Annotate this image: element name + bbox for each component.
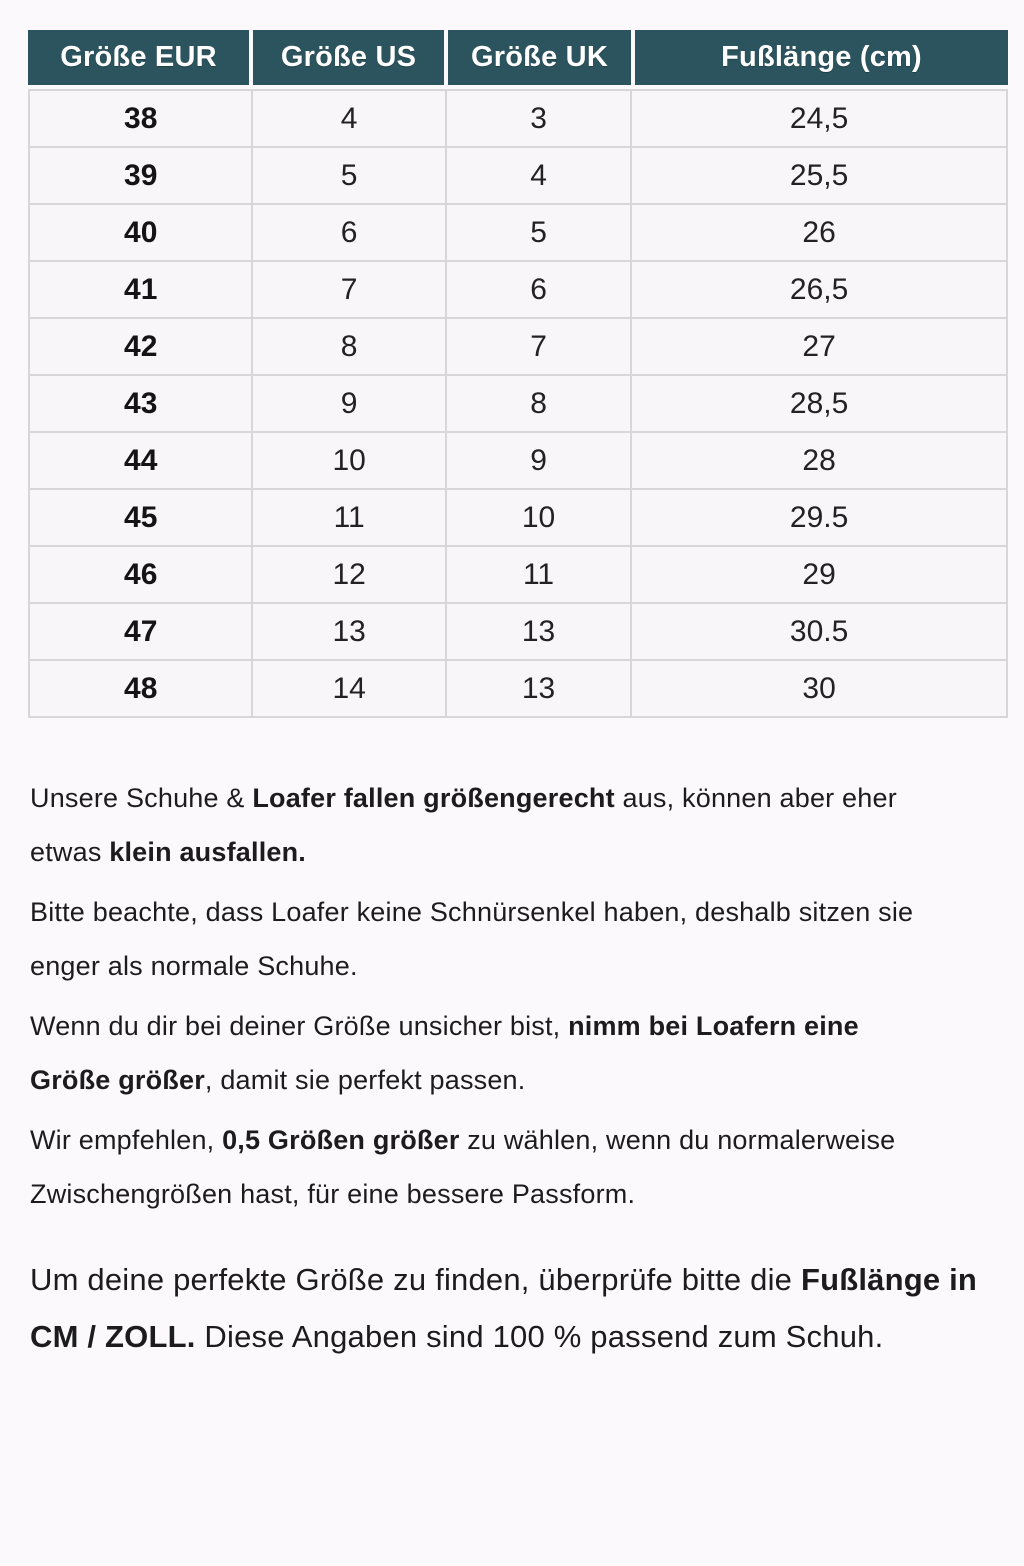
text-segment: Um deine perfekte Größe zu finden, überp… bbox=[30, 1262, 801, 1297]
table-row: 42 8 7 27 bbox=[30, 319, 1006, 374]
table-cell: 8 bbox=[253, 319, 445, 374]
table-cell: 3 bbox=[446, 91, 631, 146]
text-segment: Wenn du dir bei deiner Größe unsicher bi… bbox=[30, 1011, 569, 1041]
text-segment: zu wählen, wenn du normalerweise Zwische… bbox=[30, 1125, 896, 1209]
table-cell: 43 bbox=[30, 376, 252, 431]
table-cell: 27 bbox=[632, 319, 1006, 374]
table-row: 48 14 13 30 bbox=[30, 661, 1006, 716]
table-cell: 48 bbox=[30, 661, 252, 716]
table-cell: 6 bbox=[253, 205, 445, 260]
text-segment: Loafer fallen größengerecht bbox=[252, 783, 615, 813]
table-cell: 29 bbox=[632, 547, 1006, 602]
table-row: 41 7 6 26,5 bbox=[30, 262, 1006, 317]
column-header: Größe US bbox=[253, 30, 444, 85]
text-segment: Fußlänge in CM / ZOLL. bbox=[30, 1262, 978, 1354]
table-cell: 26,5 bbox=[632, 262, 1006, 317]
paragraph: Wir empfehlen, 0,5 Größen größer zu wähl… bbox=[30, 1113, 945, 1221]
table-row: 44 10 9 28 bbox=[30, 433, 1006, 488]
table-cell: 7 bbox=[446, 319, 631, 374]
size-table-body: 38 4 3 24,5 39 5 4 25,5 40 6 5 26 41 7 6 26,5 42 8 7 27 43 9 8… bbox=[28, 89, 1008, 718]
table-row: 43 9 8 28,5 bbox=[30, 376, 1006, 431]
table-row: 38 4 3 24,5 bbox=[30, 91, 1006, 146]
table-cell: 7 bbox=[253, 262, 445, 317]
table-cell: 13 bbox=[446, 661, 631, 716]
table-cell: 41 bbox=[30, 262, 252, 317]
text-segment: Wir empfehlen, bbox=[30, 1125, 223, 1155]
table-cell: 4 bbox=[253, 91, 445, 146]
table-cell: 14 bbox=[253, 661, 445, 716]
table-cell: 24,5 bbox=[632, 91, 1006, 146]
sizing-info-text: Unsere Schuhe & Loafer fallen größengere… bbox=[30, 771, 994, 1365]
table-cell: 10 bbox=[253, 433, 445, 488]
table-cell: 25,5 bbox=[632, 148, 1006, 203]
table-cell: 45 bbox=[30, 490, 252, 545]
table-cell: 30.5 bbox=[632, 604, 1006, 659]
table-cell: 11 bbox=[446, 547, 631, 602]
table-cell: 39 bbox=[30, 148, 252, 203]
text-segment: nimm bei Loafern eine Größe größer bbox=[30, 1011, 859, 1095]
table-cell: 30 bbox=[632, 661, 1006, 716]
table-cell: 8 bbox=[446, 376, 631, 431]
text-segment: 0,5 Größen größer bbox=[222, 1125, 460, 1155]
table-cell: 5 bbox=[446, 205, 631, 260]
table-cell: 6 bbox=[446, 262, 631, 317]
table-cell: 28 bbox=[632, 433, 1006, 488]
size-table-header-row: Größe EUR Größe US Größe UK Fußlänge (cm) bbox=[28, 30, 1008, 85]
table-row: 40 6 5 26 bbox=[30, 205, 1006, 260]
paragraph: Um deine perfekte Größe zu finden, überp… bbox=[30, 1251, 994, 1365]
table-cell: 28,5 bbox=[632, 376, 1006, 431]
table-cell: 13 bbox=[446, 604, 631, 659]
table-cell: 12 bbox=[253, 547, 445, 602]
table-cell: 42 bbox=[30, 319, 252, 374]
table-cell: 4 bbox=[446, 148, 631, 203]
size-chart-table: Größe EUR Größe US Größe UK Fußlänge (cm) 3… bbox=[28, 30, 1008, 718]
table-cell: 10 bbox=[446, 490, 631, 545]
table-cell: 38 bbox=[30, 91, 252, 146]
table-cell: 46 bbox=[30, 547, 252, 602]
text-segment: aus, können aber eher etwas bbox=[30, 783, 897, 867]
table-cell: 9 bbox=[253, 376, 445, 431]
table-cell: 26 bbox=[632, 205, 1006, 260]
text-segment: klein ausfallen. bbox=[109, 837, 307, 867]
table-cell: 13 bbox=[253, 604, 445, 659]
table-row: 46 12 11 29 bbox=[30, 547, 1006, 602]
table-cell: 29.5 bbox=[632, 490, 1006, 545]
text-segment: Unsere Schuhe & bbox=[30, 783, 253, 813]
paragraph: Bitte beachte, dass Loafer keine Schnürs… bbox=[30, 885, 945, 993]
table-row: 45 11 10 29.5 bbox=[30, 490, 1006, 545]
table-cell: 44 bbox=[30, 433, 252, 488]
table-cell: 9 bbox=[446, 433, 631, 488]
paragraph: Wenn du dir bei deiner Größe unsicher bi… bbox=[30, 999, 945, 1107]
column-header: Größe EUR bbox=[28, 30, 249, 85]
paragraph: Unsere Schuhe & Loafer fallen größengere… bbox=[30, 771, 945, 879]
table-cell: 11 bbox=[253, 490, 445, 545]
table-row: 39 5 4 25,5 bbox=[30, 148, 1006, 203]
text-segment: Diese Angaben sind 100 % passend zum Sch… bbox=[195, 1319, 884, 1354]
column-header: Größe UK bbox=[448, 30, 631, 85]
table-cell: 5 bbox=[253, 148, 445, 203]
table-row: 47 13 13 30.5 bbox=[30, 604, 1006, 659]
column-header: Fußlänge (cm) bbox=[635, 30, 1008, 85]
text-segment: , damit sie perfekt passen. bbox=[204, 1065, 526, 1095]
table-cell: 47 bbox=[30, 604, 252, 659]
text-segment: Bitte beachte, dass Loafer keine Schnürs… bbox=[30, 897, 914, 981]
table-cell: 40 bbox=[30, 205, 252, 260]
